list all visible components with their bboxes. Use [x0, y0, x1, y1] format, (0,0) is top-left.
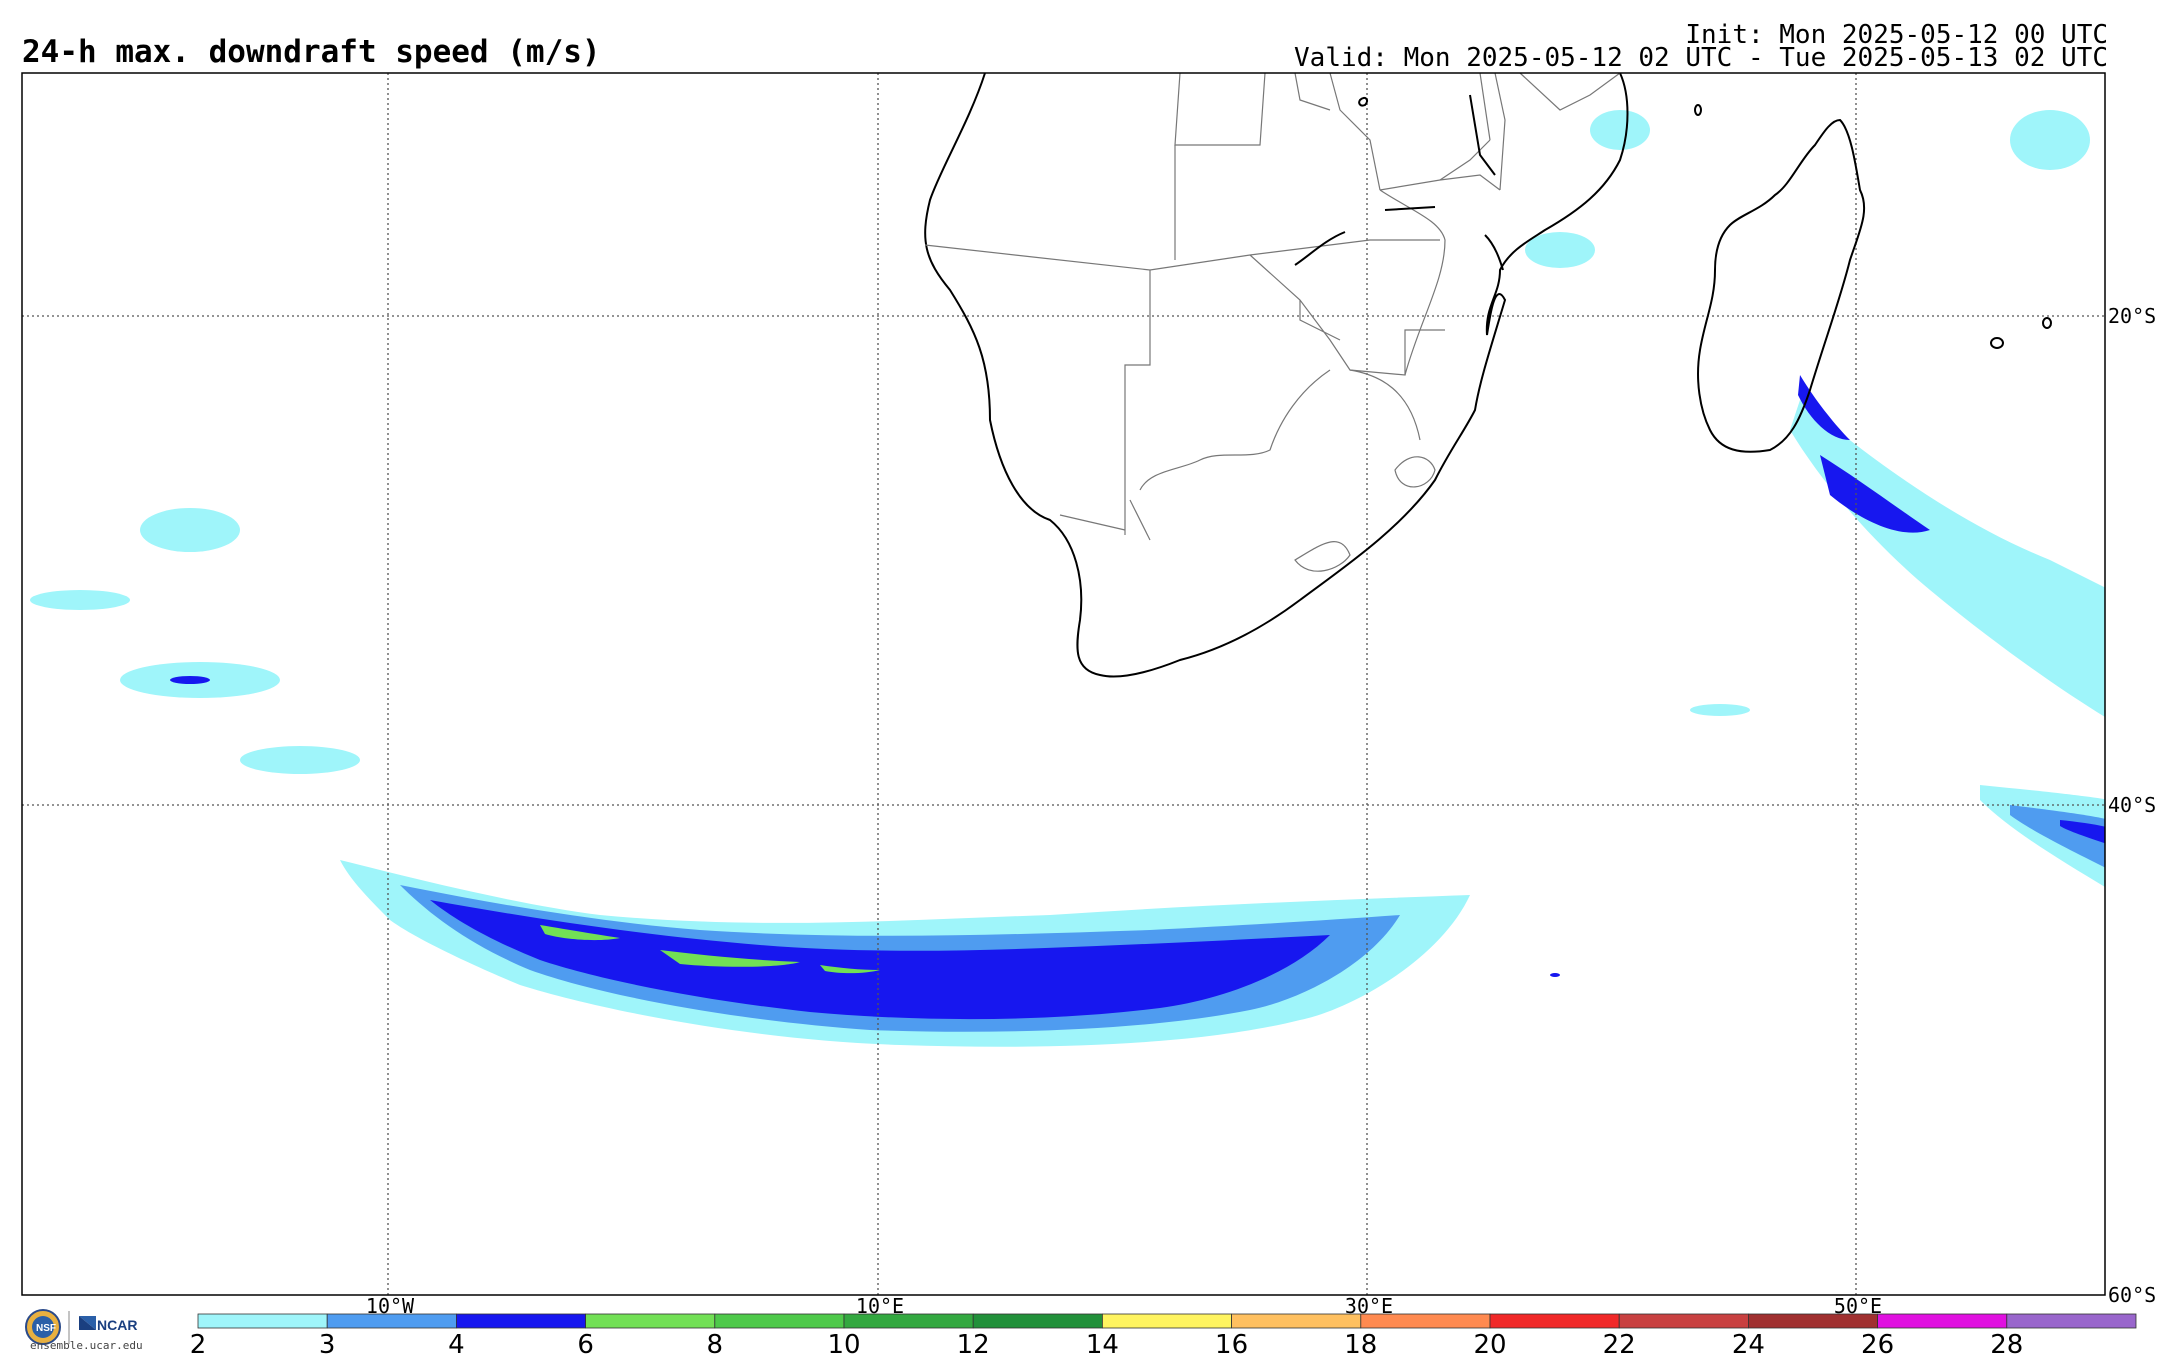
ensemble-url: ensemble.ucar.edu — [30, 1339, 143, 1352]
small-islands — [1694, 104, 2052, 349]
colorbar-tick-label: 8 — [706, 1330, 724, 1360]
lat-label-60s: 60°S — [2108, 1283, 2157, 1307]
se-cluster-blue — [2060, 820, 2105, 844]
colorbar-tick-label: 24 — [1731, 1330, 1765, 1360]
colorbar-tick-label: 22 — [1602, 1330, 1636, 1360]
east-band-blue-2 — [1798, 375, 1850, 440]
colorbar-swatch — [585, 1313, 716, 1329]
colorbar-tick-label: 20 — [1473, 1330, 1507, 1360]
colorbar-swatch — [455, 1313, 586, 1329]
colorbar-tick-label: 3 — [318, 1330, 336, 1360]
colorbar-swatch — [1489, 1313, 1620, 1329]
lon-label-30e: 30°E — [1344, 1294, 1394, 1318]
colorbar-tick-label: 2 — [189, 1330, 207, 1360]
lon-label-50e: 50°E — [1833, 1294, 1883, 1318]
colorbar-swatch — [972, 1313, 1103, 1329]
valid-time: Valid: Mon 2025-05-12 02 UTC - Tue 2025-… — [1294, 43, 2108, 73]
colorbar-tick-label: 10 — [827, 1330, 861, 1360]
band-green-1 — [660, 950, 800, 967]
band-blue — [430, 900, 1330, 1020]
colorbar-tick-label: 26 — [1861, 1330, 1895, 1360]
country-borders — [924, 72, 1621, 572]
colorbar-tick-label: 16 — [1215, 1330, 1249, 1360]
east-band-cyan — [1790, 400, 2105, 717]
east-band-blue — [1820, 455, 1930, 533]
colorbar-tick-label: 4 — [448, 1330, 465, 1360]
downdraft-field — [30, 110, 2105, 1047]
graticule — [22, 73, 2105, 1295]
svg-text:NCAR: NCAR — [97, 1317, 137, 1333]
band-green-2 — [540, 925, 620, 941]
madagascar — [1697, 118, 1866, 453]
se-cluster-steel — [2010, 805, 2105, 868]
africa-coastline — [924, 72, 1629, 678]
map-title: 24-h max. downdraft speed (m/s) — [22, 34, 601, 70]
colorbar-tick-label: 6 — [577, 1330, 594, 1360]
svg-text:NSF: NSF — [36, 1323, 56, 1334]
colorbar — [197, 1313, 2137, 1329]
colorbar-tick-label: 14 — [1085, 1330, 1119, 1360]
colorbar-tick-label: 12 — [956, 1330, 990, 1360]
colorbar-tick-label: 28 — [1990, 1330, 2024, 1360]
colorbar-swatch — [1102, 1313, 1233, 1329]
band-green-3 — [820, 965, 880, 974]
lat-label-20s: 20°S — [2108, 304, 2157, 328]
colorbar-swatch — [1618, 1313, 1749, 1329]
lon-label-10e: 10°E — [855, 1294, 905, 1318]
colorbar-swatch — [1231, 1313, 1362, 1329]
map-frame — [21, 72, 2106, 1296]
init-time: Init: Mon 2025-05-12 00 UTC — [1685, 20, 2108, 50]
lon-label-10w: 10°W — [365, 1294, 415, 1318]
nsf-ncar-logo: NSF NCAR — [25, 1309, 137, 1345]
colorbar-swatch — [197, 1313, 328, 1329]
colorbar-swatch — [714, 1313, 845, 1329]
lat-label-40s: 40°S — [2108, 793, 2157, 817]
colorbar-swatch — [2006, 1313, 2137, 1329]
colorbar-tick-label: 18 — [1344, 1330, 1378, 1360]
lakes — [1294, 94, 1504, 271]
colorbar-swatch — [1877, 1313, 2008, 1329]
